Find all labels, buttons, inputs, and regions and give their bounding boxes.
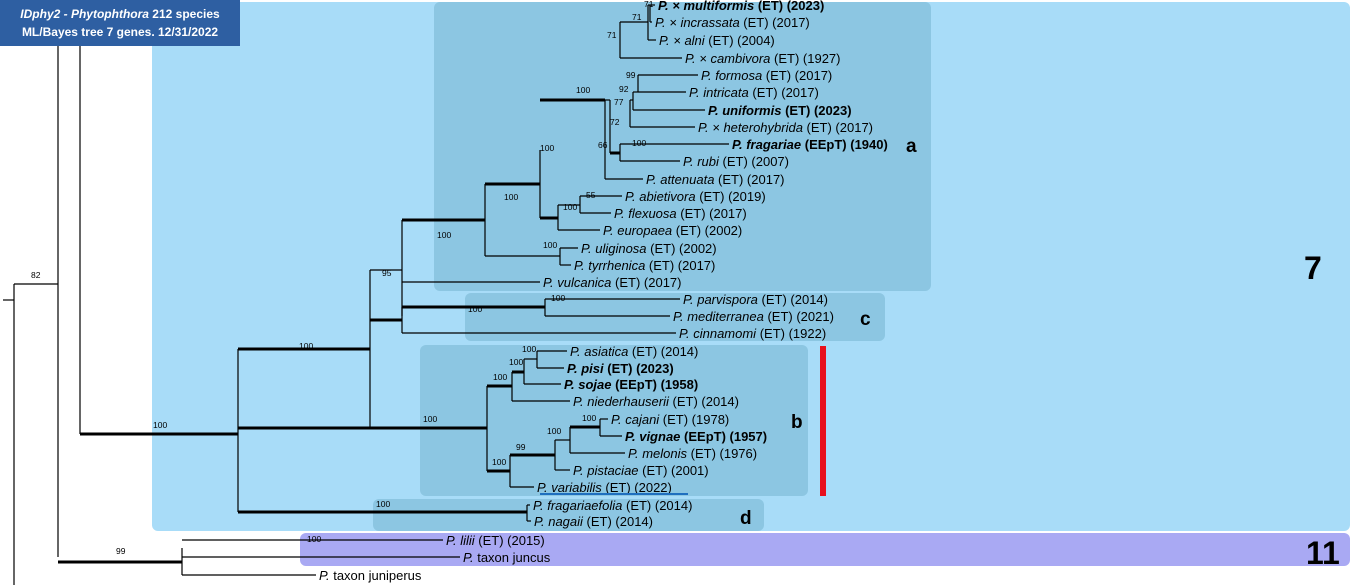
support-value: 100 <box>492 457 506 467</box>
taxon-label-heterohybrida: P. × heterohybrida (ET) (2017) <box>698 120 873 135</box>
support-value: 100 <box>522 344 536 354</box>
taxon-label-melonis: P. melonis (ET) (1976) <box>628 446 757 461</box>
support-value: 100 <box>376 499 390 509</box>
taxon-label-parvispora: P. parvispora (ET) (2014) <box>683 292 828 307</box>
taxon-label-pisi: P. pisi (ET) (2023) <box>567 361 674 376</box>
subclade-a-label: a <box>906 136 917 157</box>
support-value: 92 <box>619 84 629 94</box>
support-value: 99 <box>116 546 126 556</box>
taxon-label-vignae: P. vignae (EEpT) (1957) <box>625 429 767 444</box>
taxon-label-lilii: P. lilii (ET) (2015) <box>446 533 545 548</box>
support-value: 100 <box>299 341 313 351</box>
taxon-label-tyrrhenica: P. tyrrhenica (ET) (2017) <box>574 258 715 273</box>
taxon-label-flexuosa: P. flexuosa (ET) (2017) <box>614 206 747 221</box>
subclade-d-box <box>373 499 764 531</box>
subclade-c-label: c <box>860 309 871 330</box>
taxon-label-abietivora: P. abietivora (ET) (2019) <box>625 189 766 204</box>
support-value: 82 <box>31 270 41 280</box>
taxon-label-alni: P. × alni (ET) (2004) <box>659 33 775 48</box>
clade-11-box <box>300 533 1350 566</box>
support-value: 71 <box>644 0 654 9</box>
title-line-1: IDphy2 - Phytophthora 212 species <box>0 5 240 23</box>
support-value: 100 <box>582 413 596 423</box>
taxon-label-variabilis: P. variabilis (ET) (2022) <box>537 480 672 495</box>
subclade-a-box <box>434 2 931 291</box>
support-value: 100 <box>437 230 451 240</box>
support-value: 100 <box>632 138 646 148</box>
support-value: 100 <box>543 240 557 250</box>
taxon-label-taxon-juniperus: P. taxon juniperus <box>319 568 422 583</box>
support-value: 100 <box>509 357 523 367</box>
taxon-label-asiatica: P. asiatica (ET) (2014) <box>570 344 698 359</box>
title-line-2: ML/Bayes tree 7 genes. 12/31/2022 <box>21 25 219 39</box>
support-value: 100 <box>307 534 321 544</box>
taxon-labels: P. × multiformis (ET) (2023) P. × incrass… <box>319 0 888 583</box>
subclade-b-label: b <box>791 412 803 433</box>
taxon-label-formosa: P. formosa (ET) (2017) <box>701 68 832 83</box>
taxon-label-cinnamomi: P. cinnamomi (ET) (1922) <box>679 326 826 341</box>
clade-7-label: 7 <box>1304 250 1322 286</box>
taxon-label-intricata: P. intricata (ET) (2017) <box>689 85 819 100</box>
subclade-b-box <box>420 345 808 496</box>
taxon-label-vulcanica: P. vulcanica (ET) (2017) <box>543 275 682 290</box>
tree-title-box: IDphy2 - Phytophthora 212 species ML/Bay… <box>0 0 240 46</box>
support-value: 100 <box>551 293 565 303</box>
taxon-label-europaea: P. europaea (ET) (2002) <box>603 223 742 238</box>
support-value: 71 <box>632 12 642 22</box>
taxon-label-rubi: P. rubi (ET) (2007) <box>683 154 789 169</box>
title-italic-part: IDphy2 - Phytophthora <box>20 7 149 21</box>
taxon-label-cajani: P. cajani (ET) (1978) <box>611 412 729 427</box>
support-values: 7171719992777210066100551001001001001009… <box>31 0 654 556</box>
taxon-label-uniformis: P. uniformis (ET) (2023) <box>708 103 852 118</box>
taxon-label-niederhauserii: P. niederhauserii (ET) (2014) <box>573 394 739 409</box>
support-value: 77 <box>614 97 624 107</box>
taxon-label-fragariae: P. fragariae (EEpT) (1940) <box>732 137 888 152</box>
support-value: 100 <box>423 414 437 424</box>
title-rest: 212 species <box>148 7 220 21</box>
support-value: 71 <box>607 30 617 40</box>
support-value: 100 <box>547 426 561 436</box>
clade-11-label: 11 <box>1306 535 1340 571</box>
taxon-label-mediterranea: P. mediterranea (ET) (2021) <box>673 309 834 324</box>
taxon-label-taxon-juncus: P. taxon juncus <box>463 550 551 565</box>
support-value: 66 <box>598 140 608 150</box>
support-value: 100 <box>153 420 167 430</box>
taxon-label-nagaii: P. nagaii (ET) (2014) <box>534 514 653 529</box>
support-value: 72 <box>610 117 620 127</box>
red-marker-bar <box>820 346 826 496</box>
support-value: 100 <box>563 202 577 212</box>
taxon-label-sojae: P. sojae (EEpT) (1958) <box>564 377 698 392</box>
support-value: 100 <box>504 192 518 202</box>
taxon-label-fragariaefolia: P. fragariaefolia (ET) (2014) <box>533 498 692 513</box>
taxon-label-attenuata: P. attenuata (ET) (2017) <box>646 172 785 187</box>
support-value: 99 <box>626 70 636 80</box>
support-value: 100 <box>576 85 590 95</box>
taxon-label-multiformis: P. × multiformis (ET) (2023) <box>658 0 824 13</box>
taxon-label-pistaciae: P. pistaciae (ET) (2001) <box>573 463 709 478</box>
support-value: 100 <box>540 143 554 153</box>
taxon-label-uliginosa: P. uliginosa (ET) (2002) <box>581 241 717 256</box>
support-value: 100 <box>493 372 507 382</box>
support-value: 95 <box>382 268 392 278</box>
support-value: 99 <box>516 442 526 452</box>
taxon-label-cambivora: P. × cambivora (ET) (1927) <box>685 51 840 66</box>
subclade-d-label: d <box>740 508 752 529</box>
support-value: 100 <box>468 304 482 314</box>
support-value: 55 <box>586 190 596 200</box>
taxon-label-incrassata: P. × incrassata (ET) (2017) <box>655 15 810 30</box>
tree-branches <box>3 4 729 585</box>
